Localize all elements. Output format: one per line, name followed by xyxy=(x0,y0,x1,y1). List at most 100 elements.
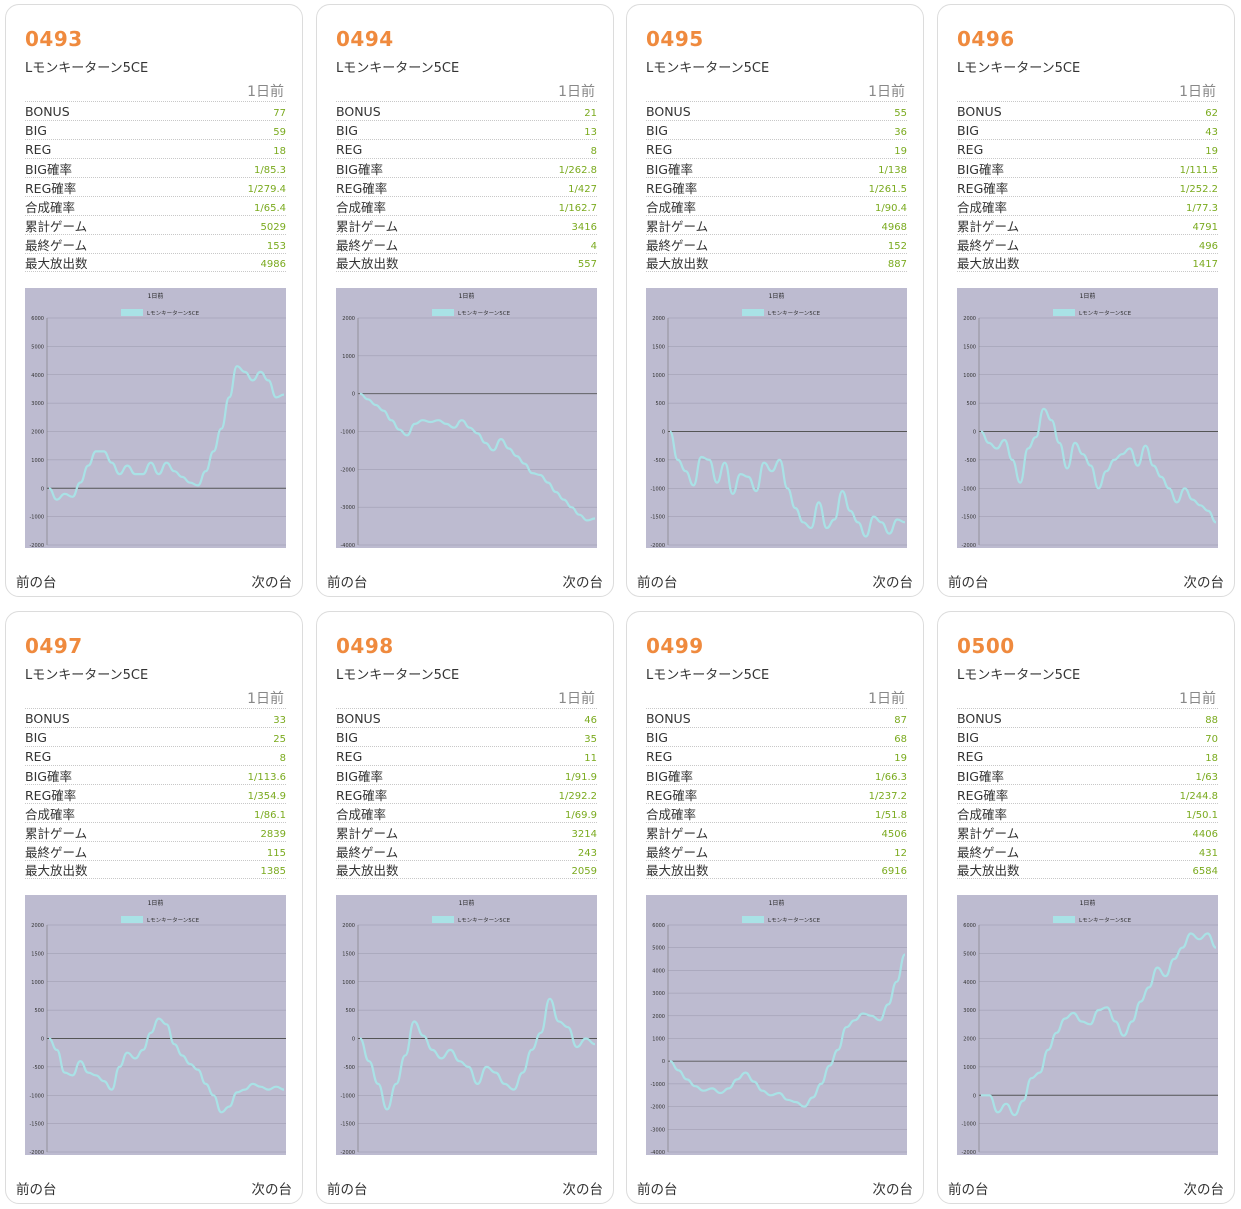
stat-value: 243 xyxy=(577,847,597,859)
machine-card: 0499 Lモンキーターン5CE 1日前 BONUS 87 BIG 68 REG 19 BI… xyxy=(626,611,924,1204)
legend-swatch xyxy=(432,916,454,923)
stat-label: BIG xyxy=(957,729,979,745)
stats-table: BONUS 87 BIG 68 REG 19 BIG確率 1/66.3 REG確率 1/237.2… xyxy=(646,708,907,879)
stat-row: 最大放出数 2059 xyxy=(336,860,597,879)
legend-swatch xyxy=(1053,309,1075,316)
stat-row: BONUS 62 xyxy=(957,101,1218,120)
prev-machine-link[interactable]: 前の台 xyxy=(637,1182,678,1198)
stats-table: BONUS 77 BIG 59 REG 18 BIG確率 1/85.3 REG確率 1/279.4… xyxy=(25,101,286,272)
stat-row: REG確率 1/237.2 xyxy=(646,784,907,803)
stat-row: 最終ゲーム 153 xyxy=(25,234,286,253)
machine-name: Lモンキーターン5CE xyxy=(646,61,770,76)
stat-label: 最大放出数 xyxy=(957,256,1020,271)
y-tick-label: 500 xyxy=(345,1008,355,1014)
y-tick-label: 6000 xyxy=(963,923,976,929)
stat-value: 59 xyxy=(273,126,286,138)
next-machine-link[interactable]: 次の台 xyxy=(562,575,604,591)
stat-label: 最終ゲーム xyxy=(646,237,709,253)
next-machine-link[interactable]: 次の台 xyxy=(872,1182,914,1198)
next-machine-link[interactable]: 次の台 xyxy=(562,1182,604,1198)
y-tick-label: 5000 xyxy=(31,344,44,350)
stat-value: 1/51.8 xyxy=(875,809,907,821)
stat-label: 最大放出数 xyxy=(25,863,88,878)
chart-background xyxy=(957,288,1218,548)
next-machine-link[interactable]: 次の台 xyxy=(251,1182,293,1198)
slump-graph: 1日前 Lモンキーターン5CE 2000 1500 1000 500 0 -500 -1000 -… xyxy=(25,895,286,1155)
prev-machine-link[interactable]: 前の台 xyxy=(327,1182,368,1198)
prev-machine-link[interactable]: 前の台 xyxy=(16,1182,57,1198)
stat-row: REG確率 1/252.2 xyxy=(957,177,1218,196)
stat-row: BIG確率 1/138 xyxy=(646,158,907,177)
stat-value: 1/86.1 xyxy=(254,809,286,821)
y-tick-label: 1000 xyxy=(342,354,355,360)
stat-row: REG確率 1/354.9 xyxy=(25,784,286,803)
machine-number[interactable]: 0497 xyxy=(25,634,83,658)
machine-number[interactable]: 0499 xyxy=(646,634,704,658)
next-machine-link[interactable]: 次の台 xyxy=(251,575,293,591)
stat-value: 2059 xyxy=(571,866,597,877)
stat-label: 累計ゲーム xyxy=(646,218,709,234)
stat-row: BIG確率 1/111.5 xyxy=(957,158,1218,177)
stat-label: REG確率 xyxy=(646,180,698,196)
machine-name: Lモンキーターン5CE xyxy=(336,668,460,683)
stat-label: REG xyxy=(336,141,363,157)
stat-value: 6584 xyxy=(1192,866,1218,877)
stat-label: BIG確率 xyxy=(336,161,383,177)
slump-graph: 1日前 Lモンキーターン5CE 2000 1500 1000 500 0 -500 -1000 -… xyxy=(957,288,1218,548)
y-tick-label: 0 xyxy=(41,486,44,492)
y-tick-label: 1000 xyxy=(342,980,355,986)
machine-number[interactable]: 0496 xyxy=(957,27,1015,51)
stat-label: 最終ゲーム xyxy=(25,237,88,253)
stat-value: 68 xyxy=(894,733,907,745)
slump-line xyxy=(359,997,596,1111)
stat-row: BIG 35 xyxy=(336,727,597,746)
slump-graph: 1日前 Lモンキーターン5CE 6000 5000 4000 3000 2000 1000 0 -… xyxy=(25,288,286,548)
stat-row: BONUS 21 xyxy=(336,101,597,120)
y-tick-label: 5000 xyxy=(963,951,976,957)
stat-value: 4406 xyxy=(1192,828,1218,840)
machine-name: Lモンキーターン5CE xyxy=(25,668,149,683)
stat-label: 累計ゲーム xyxy=(25,825,88,841)
stat-label: 累計ゲーム xyxy=(957,218,1020,234)
stat-row: 合成確率 1/86.1 xyxy=(25,803,286,822)
machine-number[interactable]: 0493 xyxy=(25,27,83,51)
stat-label: REG確率 xyxy=(25,180,77,196)
stat-label: REG確率 xyxy=(646,787,698,803)
stat-label: REG確率 xyxy=(25,787,77,803)
stat-row: 累計ゲーム 3416 xyxy=(336,215,597,234)
stat-label: BIG確率 xyxy=(646,161,693,177)
slump-graph: 1日前 Lモンキーターン5CE 2000 1500 1000 500 0 -500 -1000 -… xyxy=(336,895,597,1155)
y-tick-label: 3000 xyxy=(963,1008,976,1014)
prev-machine-link[interactable]: 前の台 xyxy=(637,575,678,591)
stat-row: BONUS 77 xyxy=(25,101,286,120)
stat-label: 最大放出数 xyxy=(646,863,709,878)
next-machine-link[interactable]: 次の台 xyxy=(1183,575,1225,591)
prev-machine-link[interactable]: 前の台 xyxy=(948,575,989,591)
next-machine-link[interactable]: 次の台 xyxy=(1183,1182,1225,1198)
next-machine-link[interactable]: 次の台 xyxy=(872,575,914,591)
stat-row: BONUS 88 xyxy=(957,708,1218,727)
machine-number[interactable]: 0494 xyxy=(336,27,394,51)
stat-value: 19 xyxy=(1205,145,1218,157)
stat-row: 最終ゲーム 115 xyxy=(25,841,286,860)
machine-name: Lモンキーターン5CE xyxy=(336,61,460,76)
machine-number[interactable]: 0498 xyxy=(336,634,394,658)
y-tick-label: 2000 xyxy=(31,923,44,929)
stat-label: BONUS xyxy=(336,103,381,119)
prev-machine-link[interactable]: 前の台 xyxy=(327,575,368,591)
stat-row: BIG確率 1/66.3 xyxy=(646,765,907,784)
machine-number[interactable]: 0500 xyxy=(957,634,1015,658)
y-tick-label: 1500 xyxy=(342,951,355,957)
stat-label: BONUS xyxy=(25,710,70,726)
y-tick-label: -1500 xyxy=(340,1122,355,1128)
stat-row: BIG 68 xyxy=(646,727,907,746)
y-tick-label: -500 xyxy=(344,1065,355,1071)
prev-machine-link[interactable]: 前の台 xyxy=(948,1182,989,1198)
stat-row: 最終ゲーム 4 xyxy=(336,234,597,253)
machine-number[interactable]: 0495 xyxy=(646,27,704,51)
prev-machine-link[interactable]: 前の台 xyxy=(16,575,57,591)
stat-row: 累計ゲーム 2839 xyxy=(25,822,286,841)
machine-card: 0498 Lモンキーターン5CE 1日前 BONUS 46 BIG 35 REG 11 BI… xyxy=(316,611,614,1204)
stat-row: 合成確率 1/51.8 xyxy=(646,803,907,822)
stat-row: REG 8 xyxy=(336,139,597,158)
